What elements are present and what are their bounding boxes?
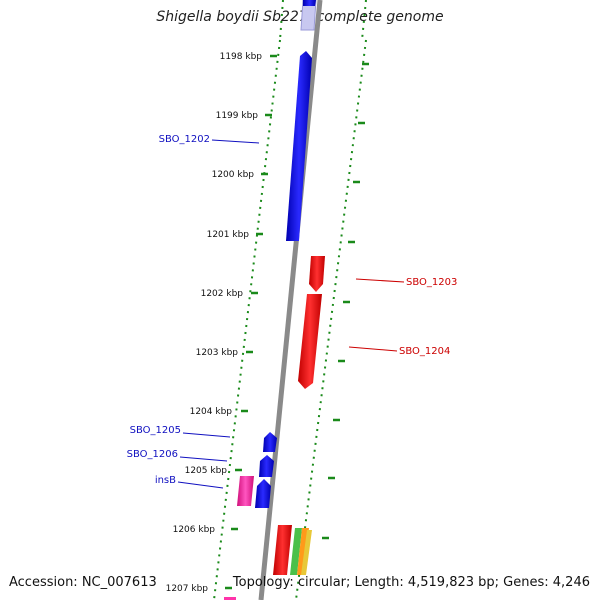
tick-label: 1206 kbp — [173, 525, 216, 535]
gene-SBO_1205[interactable] — [263, 432, 277, 452]
gene-label-SBO_1203[interactable]: SBO_1203 — [406, 277, 457, 288]
gene-feature[interactable] — [224, 597, 236, 600]
gene-feature[interactable] — [290, 528, 302, 575]
gene-insB[interactable] — [237, 476, 254, 506]
tick-marks — [225, 54, 369, 590]
gene-SBO_1206[interactable] — [259, 455, 274, 477]
tick-label: 1198 kbp — [220, 52, 263, 62]
genome-backbone — [258, 0, 323, 600]
gene-SBO_1202[interactable] — [286, 51, 312, 241]
accession-text: Accession: NC_007613 — [9, 575, 157, 590]
outer-dotted-track — [295, 39, 367, 600]
gene-SBO_1203[interactable] — [309, 256, 325, 292]
gene-features — [224, 0, 325, 600]
gene-label-SBO_1204[interactable]: SBO_1204 — [399, 346, 450, 357]
gene-feature[interactable] — [301, 530, 312, 575]
tick-label: 1205 kbp — [185, 466, 228, 476]
tick-label: 1199 kbp — [216, 111, 259, 121]
gene-label-insB[interactable]: insB — [155, 475, 176, 486]
gene-feature[interactable] — [273, 525, 292, 575]
leader-lines — [177, 139, 405, 489]
gene-blue-small[interactable] — [255, 479, 271, 508]
tick-label: 1203 kbp — [196, 348, 239, 358]
tick-label: 1202 kbp — [201, 289, 244, 299]
gene-label-SBO_1206[interactable]: SBO_1206 — [127, 449, 178, 460]
tick-label: 1201 kbp — [207, 230, 250, 240]
tick-label: 1204 kbp — [190, 407, 233, 417]
gene-label-SBO_1202[interactable]: SBO_1202 — [159, 134, 210, 145]
gene-SBO_1204[interactable] — [298, 294, 322, 389]
gene-label-SBO_1205[interactable]: SBO_1205 — [130, 425, 181, 436]
inner-dotted-track — [213, 39, 281, 600]
gene-feature[interactable] — [300, 0, 317, 31]
tick-label: 1200 kbp — [212, 170, 255, 180]
gene-feature[interactable] — [303, 0, 316, 6]
genome-summary-text: Topology: circular; Length: 4,519,823 bp… — [232, 575, 590, 590]
tick-label: 1207 kbp — [166, 584, 209, 594]
map-title: Shigella boydii Sb227, complete genome — [156, 9, 444, 25]
